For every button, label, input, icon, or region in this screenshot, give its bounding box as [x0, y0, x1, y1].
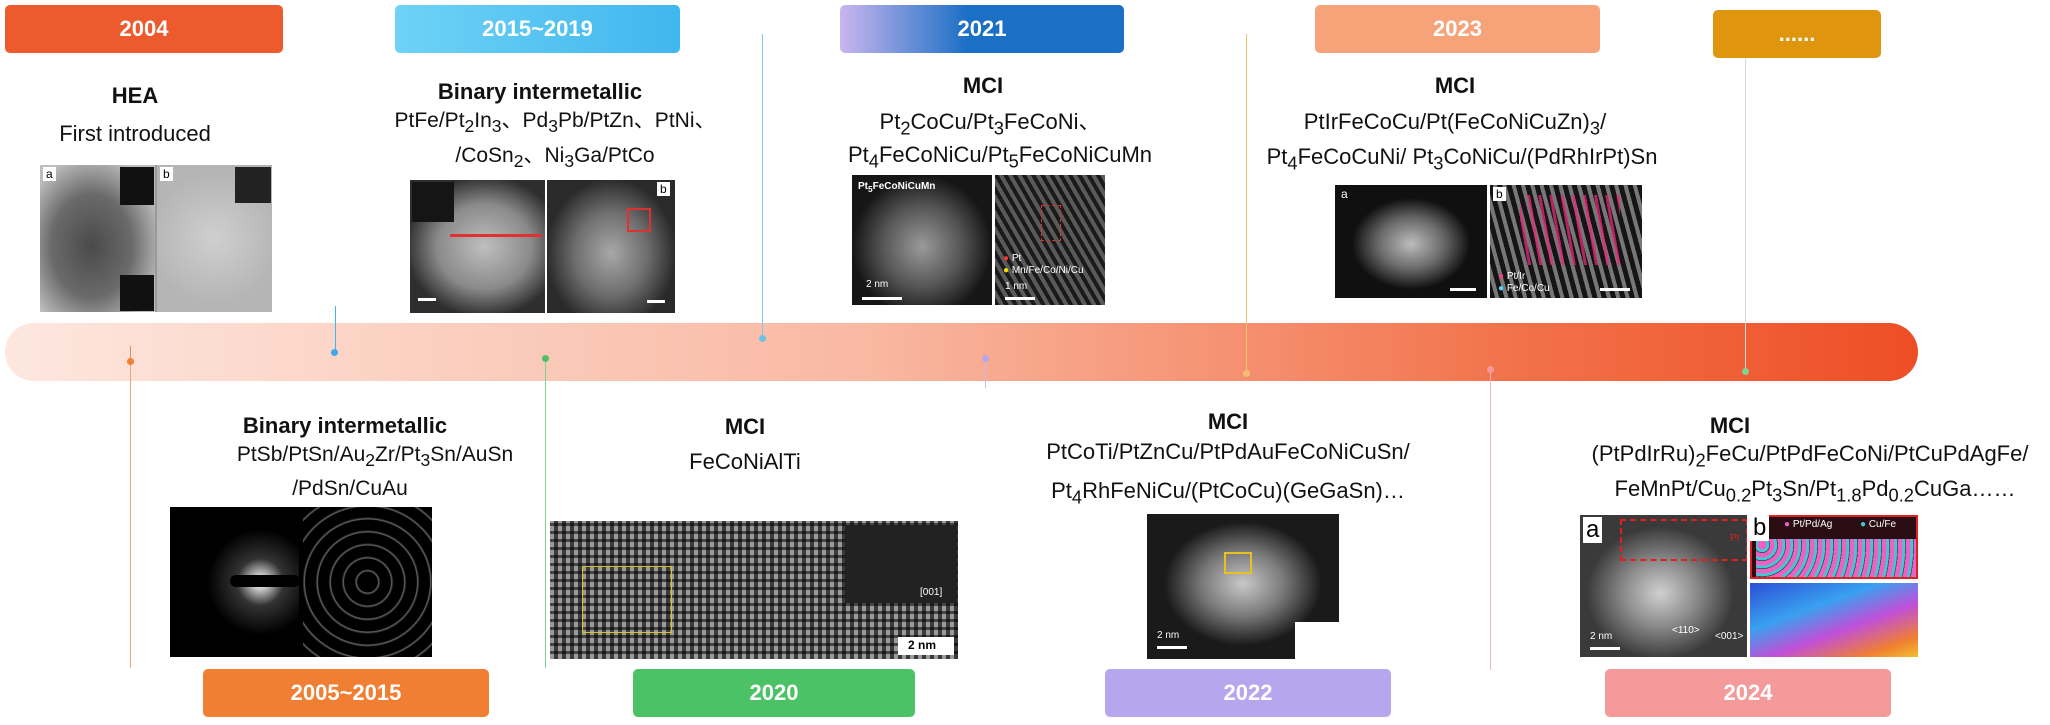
- event-2022-title: MCI: [1207, 409, 1249, 434]
- event-2005-2015-title: Binary intermetallic: [242, 413, 448, 438]
- event-2015-2019-tem-image-2: b: [547, 180, 675, 313]
- year-badge-2023: 2023: [1315, 5, 1600, 53]
- event-2021-image1-label: Pt5FeCoNiCuMn: [858, 181, 936, 194]
- event-2020-zone-axis: [001]: [920, 587, 943, 598]
- event-2021-image1-scale: 2 nm: [866, 279, 889, 290]
- timeline-dot-2004: [127, 358, 134, 365]
- connector-2020: [545, 358, 546, 668]
- event-2015-2019-tem-image-1: [410, 180, 545, 313]
- timeline-dot-2020: [982, 355, 989, 362]
- event-2024-model-image: b ● Pt/Pd/Ag ● Cu/Fe: [1750, 515, 1918, 657]
- event-2024-legend-cufe: ● Cu/Fe: [1860, 519, 1897, 530]
- event-2004-tem-image: a b: [40, 165, 272, 312]
- event-2004-panel-b-label: b: [160, 167, 173, 181]
- event-2024-dir-110: <110>: [1672, 625, 1700, 636]
- event-2024-pt-label: Pt: [1730, 533, 1740, 544]
- event-2015-2019-line1: PtFe/Pt2In3、Pd3Pb/PtZn、PtNi、: [394, 109, 716, 137]
- year-badge-2015-2019: 2015~2019: [395, 5, 680, 53]
- event-2021-legend-pt: ● Pt: [1003, 253, 1022, 264]
- timeline-dot-2015-2019: [331, 349, 338, 356]
- connector-2023: [1246, 34, 1247, 370]
- event-2020-tem-image: [001] 2 nm: [550, 521, 958, 659]
- event-2021-legend-mn: ● Mn/Fe/Co/Ni/Cu: [1003, 265, 1084, 276]
- event-2024-dir-001: <001>: [1715, 631, 1744, 642]
- event-2015-2019-line2: /CoSn2、Ni3Ga/PtCo: [455, 144, 655, 172]
- event-2021-line2: Pt4FeCoNiCu/Pt5FeCoNiCuMn: [847, 142, 1153, 172]
- event-2015-2019-title: Binary intermetallic: [437, 79, 643, 104]
- connector-ellipsis: [1745, 34, 1746, 372]
- timeline-dot-ellipsis: [1742, 368, 1749, 375]
- event-2024-scale: 2 nm: [1590, 631, 1613, 642]
- event-2024-panel-a-label: a: [1583, 517, 1603, 543]
- event-2005-2015-saed-image: [170, 507, 432, 657]
- event-2005-2015-line2: /PdSn/CuAu: [292, 477, 408, 500]
- event-2023-panel-b-label: b: [1493, 187, 1506, 201]
- year-badge-2005-2015: 2005~2015: [203, 669, 489, 717]
- event-2023-tem-image-1: a: [1335, 185, 1487, 298]
- event-2022-tem-image: 2 nm: [1147, 514, 1339, 659]
- event-2021-image2-scale: 1 nm: [1005, 281, 1028, 292]
- event-2021-line1: Pt2CoCu/Pt3FeCoNi、: [879, 109, 1101, 139]
- year-badge-2022: 2022: [1105, 669, 1391, 717]
- timeline-dot-2022: [1487, 366, 1494, 373]
- event-2024-legend-ptpdag: ● Pt/Pd/Ag: [1784, 519, 1833, 530]
- event-2024-tem-image-1: a Pt <110> <001> 2 nm: [1580, 515, 1747, 657]
- year-badge-ellipsis: ......: [1713, 10, 1881, 58]
- connector-2004: [130, 346, 131, 368]
- event-2023-line2: Pt4FeCoCuNi/ Pt3CoNiCu/(PdRhIrPt)Sn: [1266, 144, 1658, 174]
- event-2022-scale: 2 nm: [1157, 630, 1180, 641]
- event-2024-line2: FeMnPt/Cu0.2Pt3Sn/Pt1.8Pd0.2CuGa……: [1614, 476, 2016, 506]
- event-2023-title: MCI: [1434, 73, 1476, 98]
- timeline-bar: [5, 323, 1918, 381]
- connector-2022: [985, 358, 986, 388]
- event-2004-title: HEA: [111, 83, 159, 108]
- event-2021-tem-image-1: Pt5FeCoNiCuMn 2 nm: [852, 175, 992, 305]
- event-2015-2019-panel-b-label: b: [657, 182, 670, 196]
- connector-2015-2019: [335, 306, 336, 350]
- event-2023-line1: PtIrFeCoCu/Pt(FeCoNiCuZn)3/: [1303, 109, 1607, 139]
- connector-2005-2015: [130, 358, 131, 668]
- connector-2021: [762, 34, 763, 338]
- event-2005-2015-line1: PtSb/PtSn/Au2Zr/Pt3Sn/AuSn: [236, 443, 514, 471]
- year-badge-2020: 2020: [633, 669, 915, 717]
- event-2022-line2: Pt4RhFeNiCu/(PtCoCu)(GeGaSn)…: [1051, 478, 1405, 508]
- event-2023-tem-image-2: b ● Pt/Ir ● Fe/Co/Cu: [1490, 185, 1642, 298]
- event-2020-scale: 2 nm: [908, 638, 937, 652]
- event-2023-panel-a-label: a: [1341, 187, 1348, 201]
- event-2022-line1: PtCoTi/PtZnCu/PtPdAuFeCoNiCuSn/: [1046, 439, 1410, 464]
- event-2020-line1: FeCoNiAlTi: [689, 449, 801, 474]
- event-2024-line1: (PtPdIrRu)2FeCu/PtPdFeCoNi/PtCuPdAgFe/: [1591, 441, 2029, 471]
- event-2023-legend-ptir: ● Pt/Ir: [1498, 271, 1526, 282]
- connector-2024: [1490, 370, 1491, 670]
- event-2004-panel-a-label: a: [43, 167, 56, 181]
- year-badge-2024: 2024: [1605, 669, 1891, 717]
- year-badge-2021: 2021: [840, 5, 1124, 53]
- year-badge-2004: 2004: [5, 5, 283, 53]
- event-2020-title: MCI: [724, 414, 766, 439]
- event-2024-panel-b-label: b: [1750, 515, 1770, 541]
- event-2021-title: MCI: [962, 73, 1004, 98]
- timeline-dot-2021: [759, 335, 766, 342]
- event-2024-title: MCI: [1709, 413, 1751, 438]
- timeline-dot-2023: [1243, 370, 1250, 377]
- event-2004-subtitle: First introduced: [59, 121, 211, 146]
- timeline-dot-2005-2015: [542, 355, 549, 362]
- event-2023-legend-fecocu: ● Fe/Co/Cu: [1498, 283, 1550, 294]
- event-2021-tem-image-2: ● Pt ● Mn/Fe/Co/Ni/Cu 1 nm: [995, 175, 1105, 305]
